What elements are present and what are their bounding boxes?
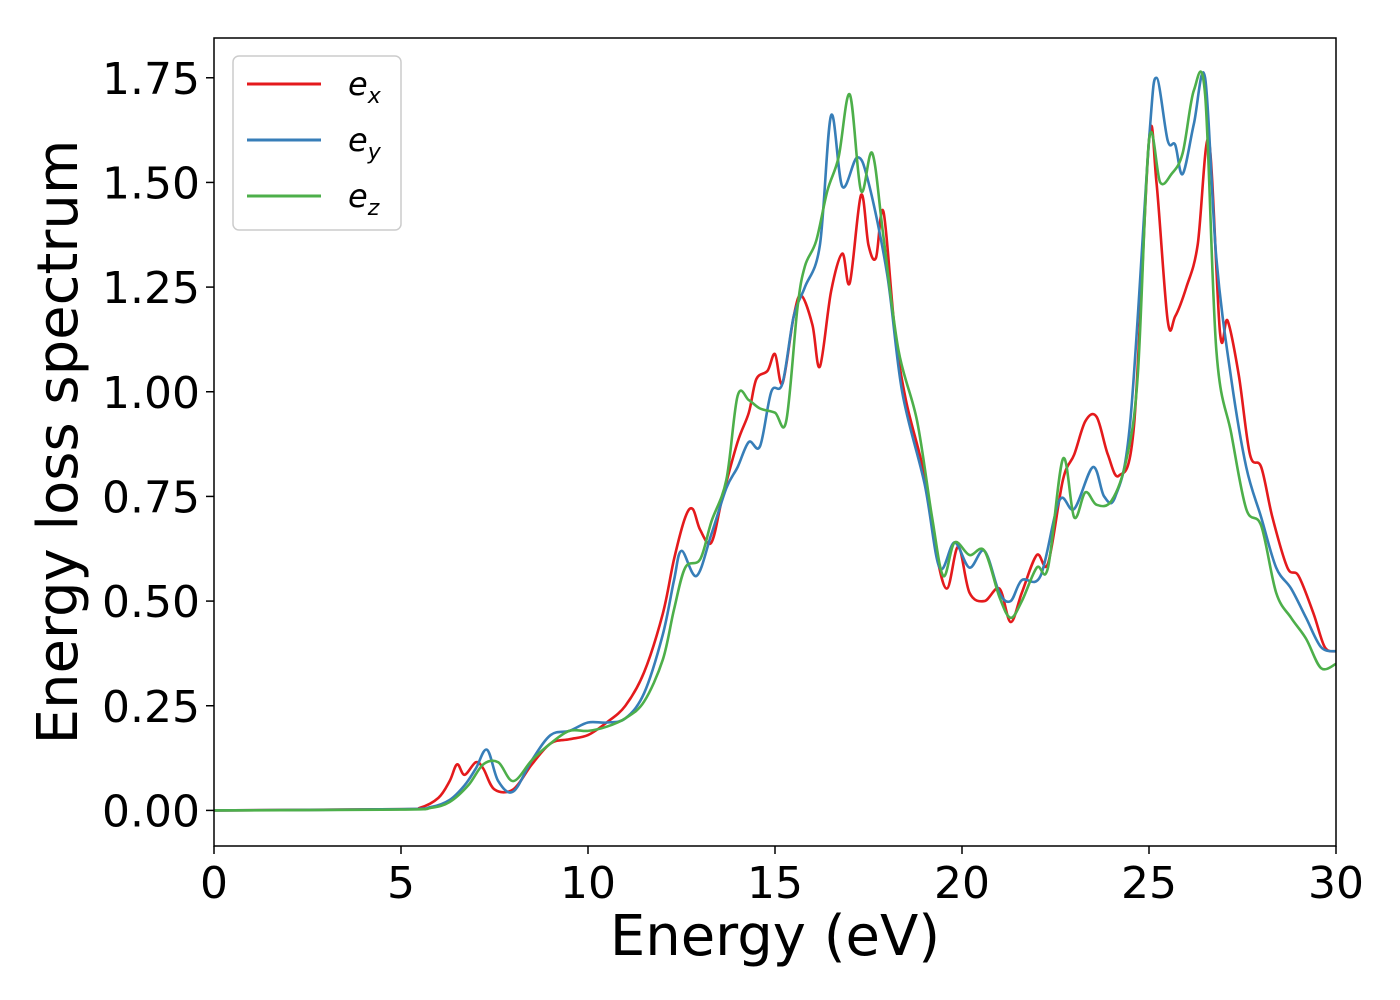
legend: ex ey ez bbox=[232, 55, 402, 231]
x-axis-label: Energy (eV) bbox=[610, 904, 940, 969]
y-tick-label: 0.75 bbox=[102, 472, 200, 523]
series-line-ex bbox=[214, 124, 1336, 812]
y-tick-label: 1.50 bbox=[102, 158, 200, 209]
series-layer bbox=[214, 70, 1336, 812]
legend-label-ey: ey bbox=[348, 121, 382, 165]
x-tick-label: 25 bbox=[1121, 858, 1177, 909]
x-tick-label: 20 bbox=[934, 858, 990, 909]
x-tick-label: 10 bbox=[560, 858, 616, 909]
y-tick-label: 1.25 bbox=[102, 263, 200, 314]
y-tick-label: 1.75 bbox=[102, 54, 200, 105]
x-tick-label: 15 bbox=[747, 858, 803, 909]
y-axis: 0.00 0.25 0.50 0.75 1.00 1.25 1.50 1.75 bbox=[102, 54, 214, 837]
y-tick-label: 0.00 bbox=[102, 786, 200, 837]
y-axis-label: Energy loss spectrum bbox=[26, 140, 91, 745]
y-tick-label: 1.00 bbox=[102, 368, 200, 419]
series-line-ez bbox=[214, 70, 1336, 812]
legend-box bbox=[232, 55, 402, 231]
x-tick-label: 0 bbox=[200, 858, 228, 909]
legend-label-ex: ex bbox=[348, 65, 382, 109]
x-axis: 0 5 10 15 20 25 30 bbox=[200, 846, 1364, 909]
legend-label-ez: ez bbox=[348, 177, 380, 221]
y-tick-label: 0.25 bbox=[102, 682, 200, 733]
y-tick-label: 0.50 bbox=[102, 577, 200, 628]
x-tick-label: 30 bbox=[1308, 858, 1364, 909]
x-tick-label: 5 bbox=[387, 858, 415, 909]
